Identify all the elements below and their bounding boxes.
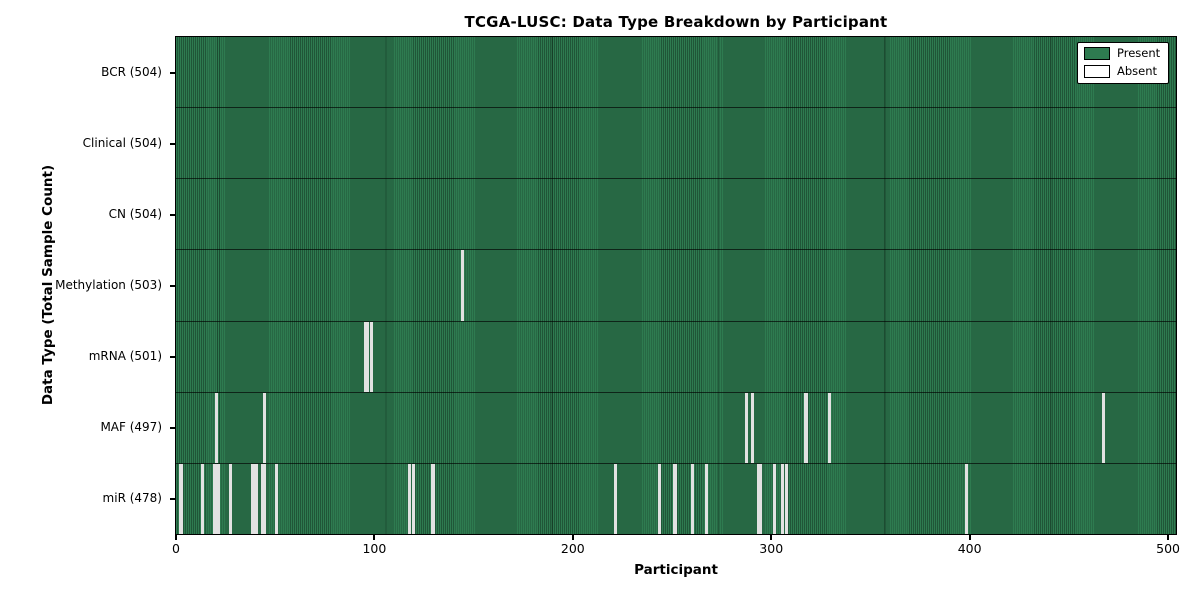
absent-stripe <box>828 392 832 463</box>
absent-stripe <box>369 321 373 392</box>
ytick-label-clinical: Clinical (504) <box>82 136 162 150</box>
legend: Present Absent <box>1077 42 1170 84</box>
ytick-mark <box>170 355 176 358</box>
heatmap-row-methylation <box>176 249 1176 321</box>
ytick-mark <box>170 426 176 429</box>
heatmap-row-clinical <box>176 107 1176 179</box>
legend-swatch-absent <box>1084 65 1110 79</box>
legend-item-absent: Absent <box>1084 63 1160 79</box>
absent-stripe <box>744 392 748 463</box>
x-axis-title: Participant <box>634 562 718 578</box>
heatmap-row-mir <box>176 462 1176 534</box>
absent-stripe <box>780 463 784 534</box>
xtick-label-400: 400 <box>957 541 982 556</box>
ytick-label-maf: MAF (497) <box>100 420 162 434</box>
absent-stripe <box>673 463 677 534</box>
ytick-label-bcr: BCR (504) <box>101 65 162 79</box>
ytick-mark <box>170 284 176 287</box>
xtick-mark <box>175 535 177 540</box>
absent-stripe <box>201 463 205 534</box>
absent-stripe <box>705 463 709 534</box>
xtick-mark <box>968 535 971 540</box>
chart-title: TCGA-LUSC: Data Type Breakdown by Partic… <box>464 13 888 31</box>
xtick-label-200: 200 <box>560 541 585 556</box>
xtick-label-0: 0 <box>172 541 180 556</box>
absent-stripe <box>431 463 435 534</box>
xtick-mark <box>571 535 574 540</box>
xtick-label-300: 300 <box>759 541 784 556</box>
absent-stripe <box>750 392 754 463</box>
absent-stripe <box>274 463 278 534</box>
heatmap-row-bcr <box>176 37 1176 108</box>
ytick-mark <box>170 71 176 74</box>
absent-stripe <box>213 463 221 534</box>
absent-stripe <box>407 463 411 534</box>
xtick-mark <box>373 535 376 540</box>
absent-stripe <box>250 463 258 534</box>
absent-stripe <box>965 463 969 534</box>
absent-stripe <box>691 463 695 534</box>
absent-stripe <box>363 321 370 392</box>
xtick-mark <box>1167 535 1170 540</box>
ytick-label-methylation: Methylation (503) <box>55 278 162 292</box>
absent-stripe <box>804 392 808 463</box>
xtick-label-100: 100 <box>362 541 387 556</box>
xtick-label-500: 500 <box>1156 541 1180 556</box>
absent-stripe <box>613 463 618 534</box>
absent-stripe <box>260 463 266 534</box>
absent-stripe <box>461 250 465 321</box>
ytick-label-mrna: mRNA (501) <box>88 349 162 363</box>
plot-area <box>175 36 1177 535</box>
ytick-mark <box>170 497 176 500</box>
ytick-mark <box>170 142 176 145</box>
heatmap-row-mrna <box>176 320 1176 392</box>
ytick-label-mir: miR (478) <box>102 491 162 505</box>
heatmap-row-maf <box>176 391 1176 463</box>
legend-label-absent: Absent <box>1117 63 1158 78</box>
absent-stripe <box>215 392 219 463</box>
legend-item-present: Present <box>1084 46 1161 61</box>
absent-stripe <box>784 463 788 534</box>
legend-label-present: Present <box>1117 46 1161 60</box>
absent-stripe <box>772 463 776 534</box>
xtick-mark <box>770 535 773 540</box>
absent-stripe <box>756 463 762 534</box>
absent-stripe <box>411 463 415 534</box>
ytick-label-cn: CN (504) <box>108 207 162 221</box>
absent-stripe <box>228 463 233 534</box>
ytick-mark <box>170 213 176 216</box>
heatmap-row-cn <box>176 178 1176 250</box>
absent-stripe <box>262 392 266 463</box>
absent-stripe <box>1101 392 1106 463</box>
absent-stripe <box>657 463 661 534</box>
absent-stripe <box>179 463 183 534</box>
legend-swatch-present <box>1084 47 1110 61</box>
